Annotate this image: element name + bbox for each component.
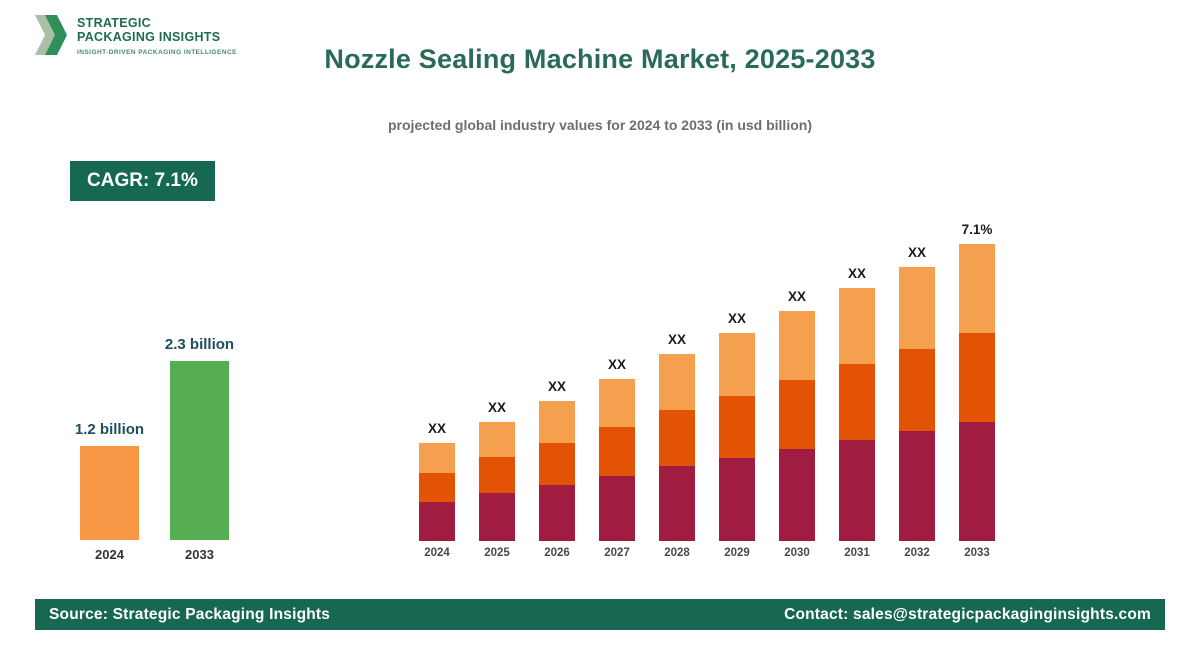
middle-segment bbox=[779, 380, 815, 449]
bottom-segment bbox=[719, 458, 755, 541]
page-title: Nozzle Sealing Machine Market, 2025-2033 bbox=[324, 44, 876, 74]
middle-segment bbox=[599, 427, 635, 476]
brand-logo: STRATEGIC PACKAGING INSIGHTS INSIGHT-DRI… bbox=[34, 12, 237, 58]
axis-category-label: 2033 bbox=[964, 547, 990, 559]
bar-top-label: XX bbox=[667, 332, 686, 347]
bar-value-label: 1.2 billion bbox=[74, 421, 145, 438]
stacked-bar bbox=[839, 288, 875, 541]
middle-segment bbox=[419, 473, 455, 502]
mini-comparison-chart: 1.2 billion 2024 2.3 billion 2033 bbox=[75, 336, 234, 562]
bottom-segment bbox=[659, 466, 695, 541]
bottom-segment bbox=[539, 485, 575, 541]
stacked-bar bbox=[659, 354, 695, 541]
middle-segment bbox=[719, 396, 755, 458]
logo-text: STRATEGIC PACKAGING INSIGHTS INSIGHT-DRI… bbox=[77, 12, 237, 56]
axis-category-label: 2030 bbox=[784, 547, 810, 559]
mini-bar-column: 2.3 billion 2033 bbox=[165, 336, 234, 562]
bar-top-label: XX bbox=[787, 289, 806, 304]
middle-segment bbox=[959, 333, 995, 422]
bar-top-label: XX bbox=[907, 245, 926, 260]
axis-category-label: 2028 bbox=[664, 547, 690, 559]
stacked-bar-column: XX 2030 bbox=[779, 289, 815, 559]
bottom-segment bbox=[779, 449, 815, 541]
stacked-bar-column: XX 2031 bbox=[839, 266, 875, 559]
stacked-bar-column: XX 2024 bbox=[419, 421, 455, 559]
page-subtitle: projected global industry values for 202… bbox=[388, 117, 812, 133]
cagr-badge: CAGR: 7.1% bbox=[70, 161, 215, 201]
footer-bar: Source: Strategic Packaging Insights Con… bbox=[35, 599, 1165, 630]
bar-top-label: XX bbox=[847, 266, 866, 281]
stacked-bar-column: 7.1% 2033 bbox=[959, 222, 995, 559]
stacked-bar-chart: XX 2024 XX 2025 XX 2026 XX 2027 XX 2028 XX 2029 XX 20… bbox=[419, 222, 995, 559]
bottom-segment bbox=[959, 422, 995, 541]
top-segment bbox=[839, 288, 875, 364]
top-segment bbox=[779, 311, 815, 380]
footer-contact: Contact: sales@strategicpackaginginsight… bbox=[784, 605, 1151, 623]
bottom-segment bbox=[839, 440, 875, 541]
bar-top-label: 7.1% bbox=[961, 222, 993, 237]
stacked-bar-column: XX 2029 bbox=[719, 311, 755, 559]
top-segment bbox=[599, 379, 635, 427]
top-segment bbox=[539, 401, 575, 443]
stacked-bar bbox=[599, 379, 635, 541]
middle-segment bbox=[899, 349, 935, 431]
logo-line-2: PACKAGING INSIGHTS bbox=[77, 30, 221, 45]
logo-line-1: STRATEGIC bbox=[77, 16, 151, 30]
bar-value-label: 2.3 billion bbox=[164, 336, 235, 353]
bar bbox=[170, 361, 229, 540]
stacked-bar bbox=[959, 244, 995, 541]
middle-segment bbox=[479, 457, 515, 493]
stacked-bar-column: XX 2025 bbox=[479, 400, 515, 559]
bottom-segment bbox=[419, 502, 455, 541]
axis-category-label: 2026 bbox=[544, 547, 570, 559]
top-segment bbox=[659, 354, 695, 410]
stacked-bar bbox=[539, 401, 575, 541]
stacked-bar bbox=[719, 333, 755, 541]
bar-top-label: XX bbox=[607, 357, 626, 372]
footer-source: Source: Strategic Packaging Insights bbox=[49, 605, 331, 623]
bar-top-label: XX bbox=[547, 379, 566, 394]
middle-segment bbox=[659, 410, 695, 466]
middle-segment bbox=[539, 443, 575, 485]
axis-category-label: 2029 bbox=[724, 547, 750, 559]
mini-bar-column: 1.2 billion 2024 bbox=[75, 421, 144, 562]
axis-category-label: 2024 bbox=[424, 547, 450, 559]
top-segment bbox=[479, 422, 515, 457]
stacked-bar-column: XX 2028 bbox=[659, 332, 695, 559]
top-segment bbox=[419, 443, 455, 473]
logo-chevron-icon bbox=[35, 15, 67, 55]
axis-category-label: 2031 bbox=[844, 547, 870, 559]
stacked-bar-column: XX 2027 bbox=[599, 357, 635, 559]
middle-segment bbox=[839, 364, 875, 440]
top-segment bbox=[899, 267, 935, 349]
bar-top-label: XX bbox=[727, 311, 746, 326]
stacked-bar bbox=[479, 422, 515, 541]
stacked-bar bbox=[779, 311, 815, 541]
stacked-bar-column: XX 2026 bbox=[539, 379, 575, 559]
axis-category-label: 2027 bbox=[604, 547, 630, 559]
bar-top-label: XX bbox=[427, 421, 446, 436]
top-segment bbox=[959, 244, 995, 333]
bar bbox=[80, 446, 139, 540]
axis-category-label: 2033 bbox=[185, 547, 214, 562]
axis-category-label: 2025 bbox=[484, 547, 510, 559]
top-segment bbox=[719, 333, 755, 396]
stacked-bar-column: XX 2032 bbox=[899, 245, 935, 559]
stacked-bar bbox=[419, 443, 455, 541]
axis-category-label: 2032 bbox=[904, 547, 930, 559]
bottom-segment bbox=[899, 431, 935, 541]
bottom-segment bbox=[599, 476, 635, 541]
bottom-segment bbox=[479, 493, 515, 541]
axis-category-label: 2024 bbox=[95, 547, 124, 562]
bar-top-label: XX bbox=[487, 400, 506, 415]
stacked-bar bbox=[899, 267, 935, 541]
logo-tagline: INSIGHT-DRIVEN PACKAGING INTELLIGENCE bbox=[77, 48, 237, 56]
